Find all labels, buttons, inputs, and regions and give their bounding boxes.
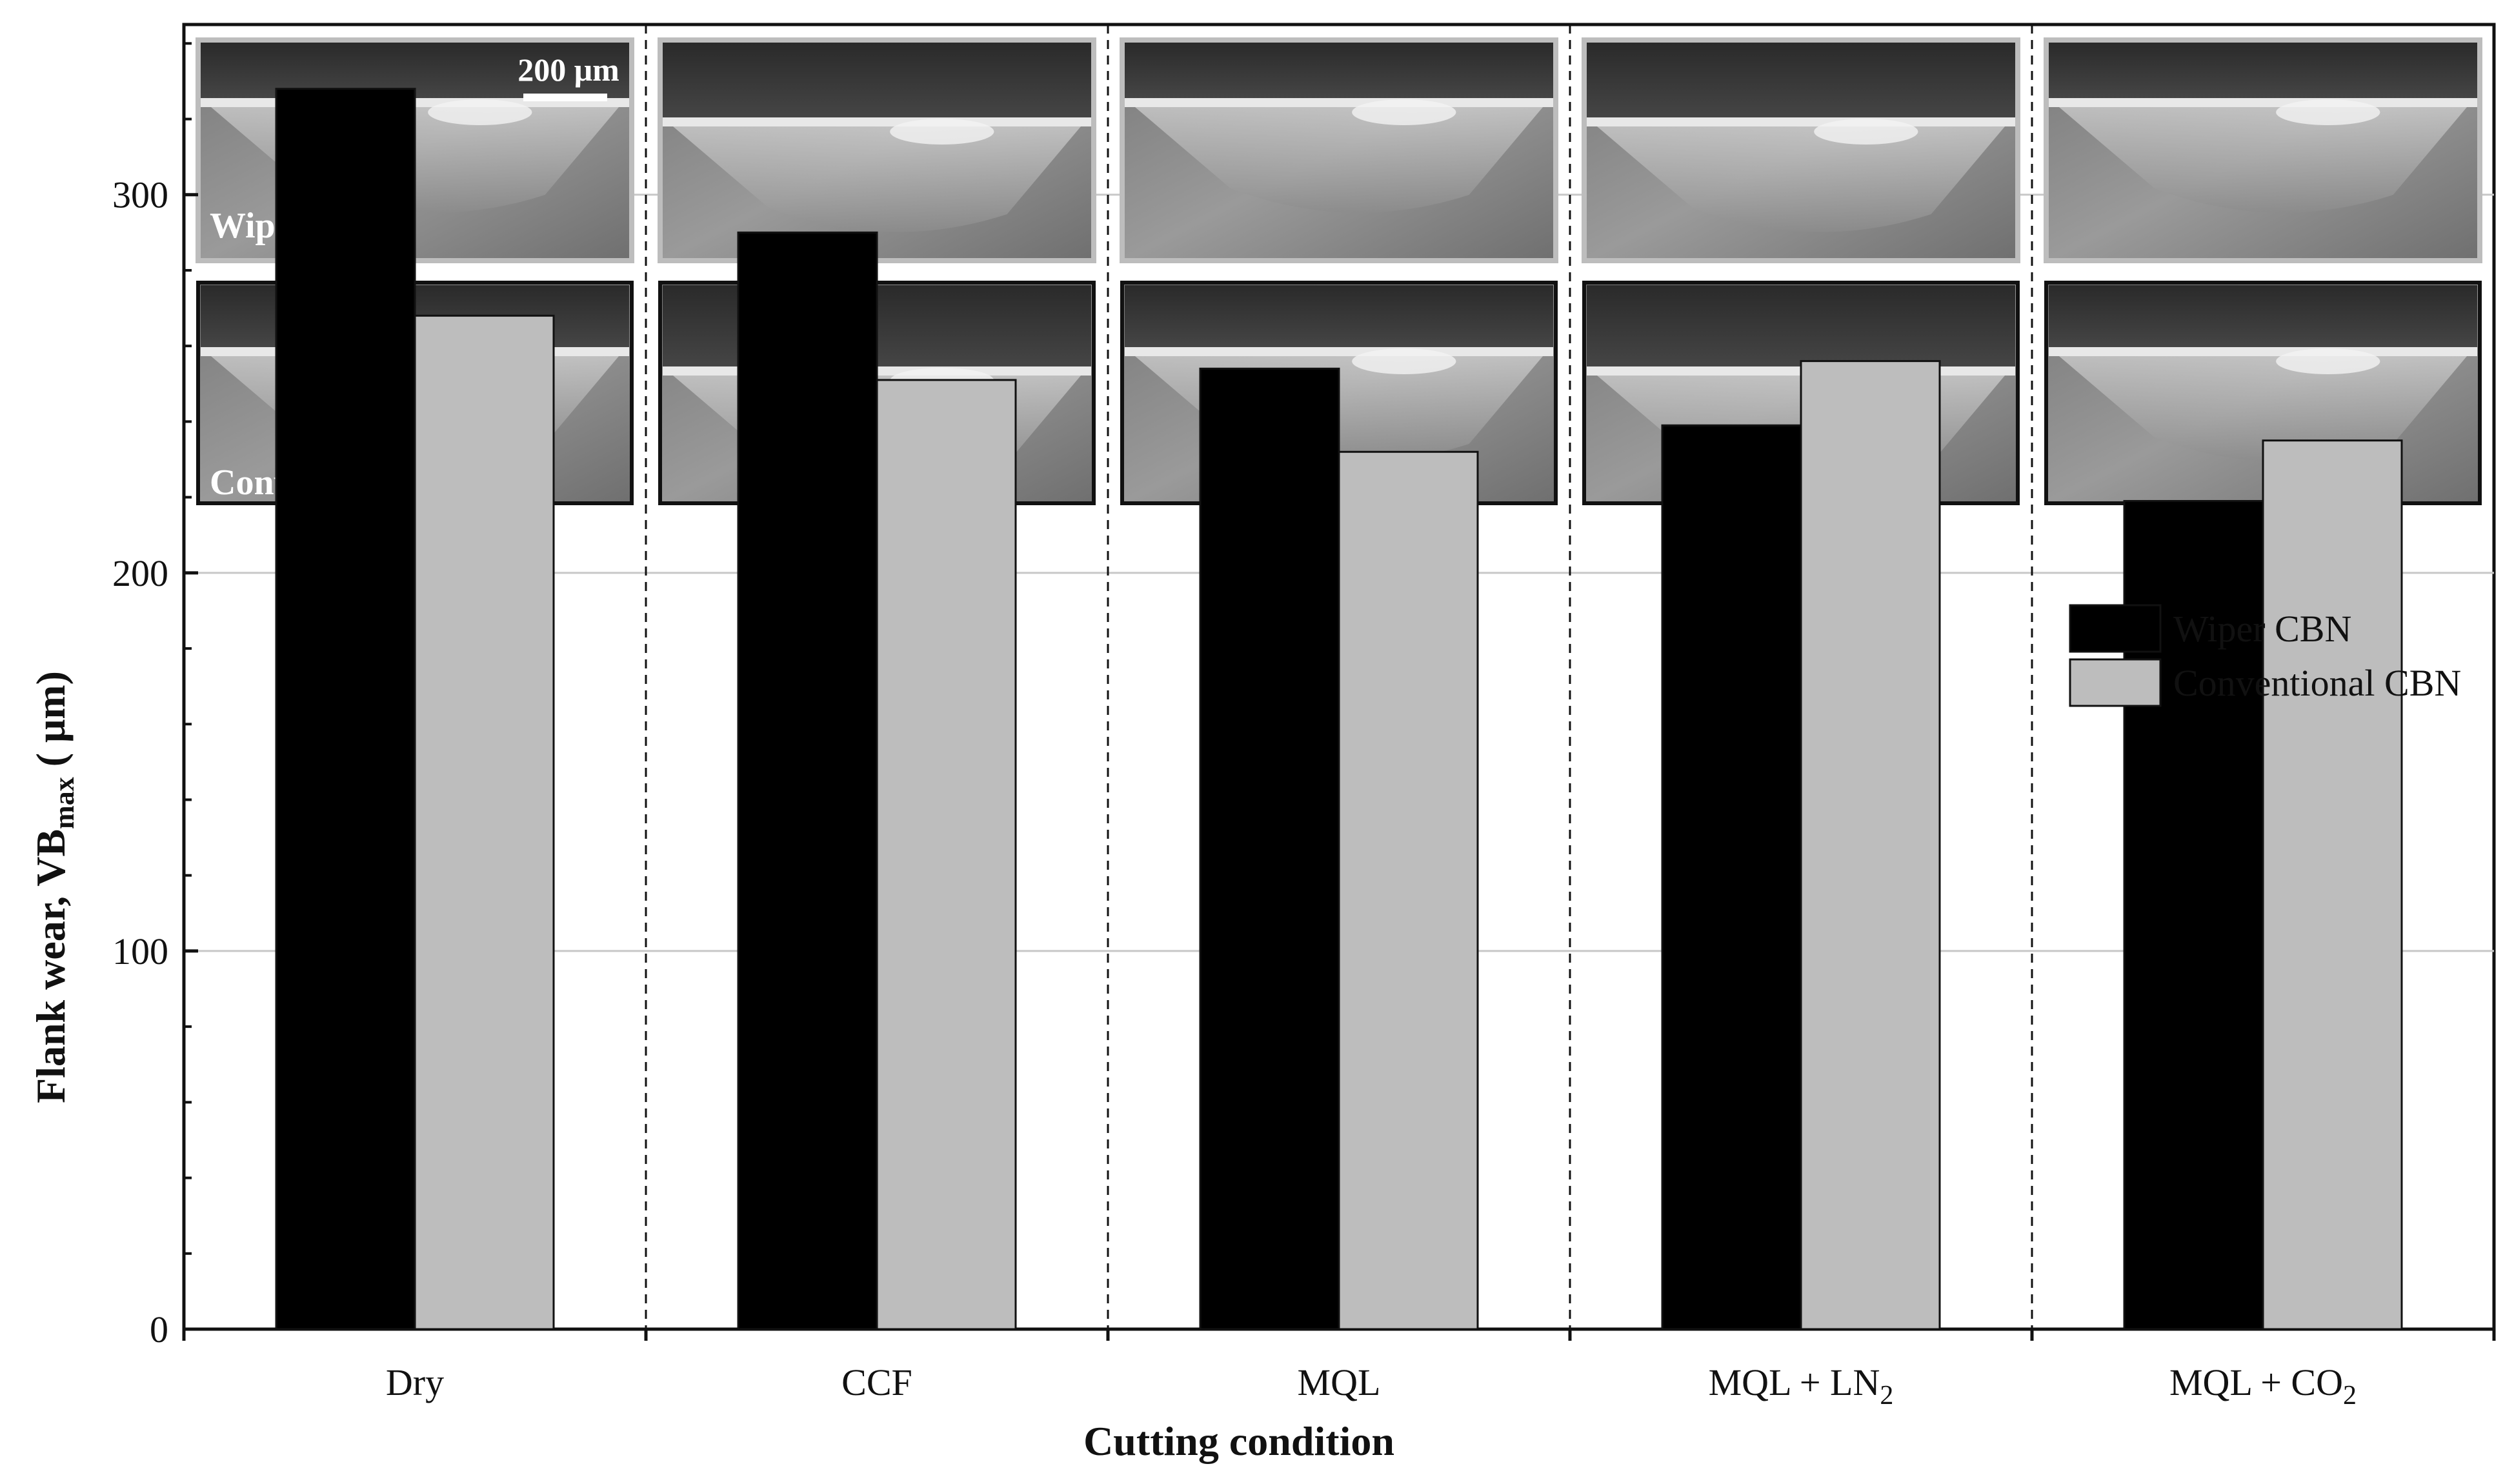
wiper-sem-image xyxy=(1120,37,1558,263)
wiper-sem-image xyxy=(658,37,1096,263)
x-category-label: Dry xyxy=(386,1361,444,1403)
x-category-label: MQL + LN2 xyxy=(1709,1361,1894,1410)
x-category-label-main: MQL xyxy=(1298,1361,1381,1403)
bar-conventional-ccf xyxy=(876,379,1017,1330)
legend-swatch-conventional xyxy=(2069,658,2162,707)
bar-wiper-mql xyxy=(1199,367,1340,1330)
bar-wiper-ccf xyxy=(737,231,878,1330)
x-category-label-main: MQL + CO xyxy=(2169,1361,2343,1403)
bar-conventional-mql-ln2 xyxy=(1800,360,1941,1330)
bar-wiper-mql-ln2 xyxy=(1661,424,1802,1330)
scale-bar-label: 200 μm xyxy=(518,52,619,88)
x-category-label: MQL xyxy=(1298,1361,1381,1403)
y-axis-title-unit: ( μm) xyxy=(28,671,74,777)
x-category-label-sub: 2 xyxy=(1880,1381,1893,1410)
x-category-label-sub: 2 xyxy=(2343,1381,2357,1410)
tick-layer: 0 100 200 300 xyxy=(112,42,2496,1350)
y-axis-title-main: Flank wear, VB xyxy=(28,829,74,1103)
y-tick-label: 300 xyxy=(112,174,168,216)
y-tick-label: 0 xyxy=(150,1309,168,1350)
category-label-layer: Dry CCF MQL MQL + LN2 MQL + CO2 xyxy=(386,1361,2357,1410)
bar-conventional-mql xyxy=(1338,450,1479,1330)
x-category-label-main: Dry xyxy=(386,1361,444,1403)
scale-bar xyxy=(523,94,607,101)
legend: Wiper CBN Conventional CBN xyxy=(2069,604,2461,707)
x-category-label: CCF xyxy=(841,1361,912,1403)
bar-conventional-mql-co2 xyxy=(2262,439,2403,1330)
legend-label-conventional: Conventional CBN xyxy=(2173,662,2461,704)
y-tick-label: 200 xyxy=(112,552,168,594)
bar-conventional-dry xyxy=(414,314,555,1330)
x-category-label-main: MQL + LN xyxy=(1709,1361,1880,1403)
bar-layer xyxy=(275,88,2403,1330)
wiper-sem-image xyxy=(2044,37,2482,263)
wiper-sem-image xyxy=(1582,37,2020,263)
x-category-label-main: CCF xyxy=(841,1361,912,1403)
x-axis-title: Cutting condition xyxy=(1083,1418,1394,1464)
separator-layer xyxy=(645,25,2033,1329)
y-tick-label: 100 xyxy=(112,930,168,972)
y-axis-title: Flank wear, VBmax ( μm) xyxy=(28,671,80,1103)
legend-swatch-wiper xyxy=(2069,604,2162,653)
y-axis-title-sub: max xyxy=(48,777,80,829)
legend-label-wiper: Wiper CBN xyxy=(2173,608,2351,650)
bar-wiper-dry xyxy=(275,88,416,1330)
x-category-label: MQL + CO2 xyxy=(2169,1361,2357,1410)
